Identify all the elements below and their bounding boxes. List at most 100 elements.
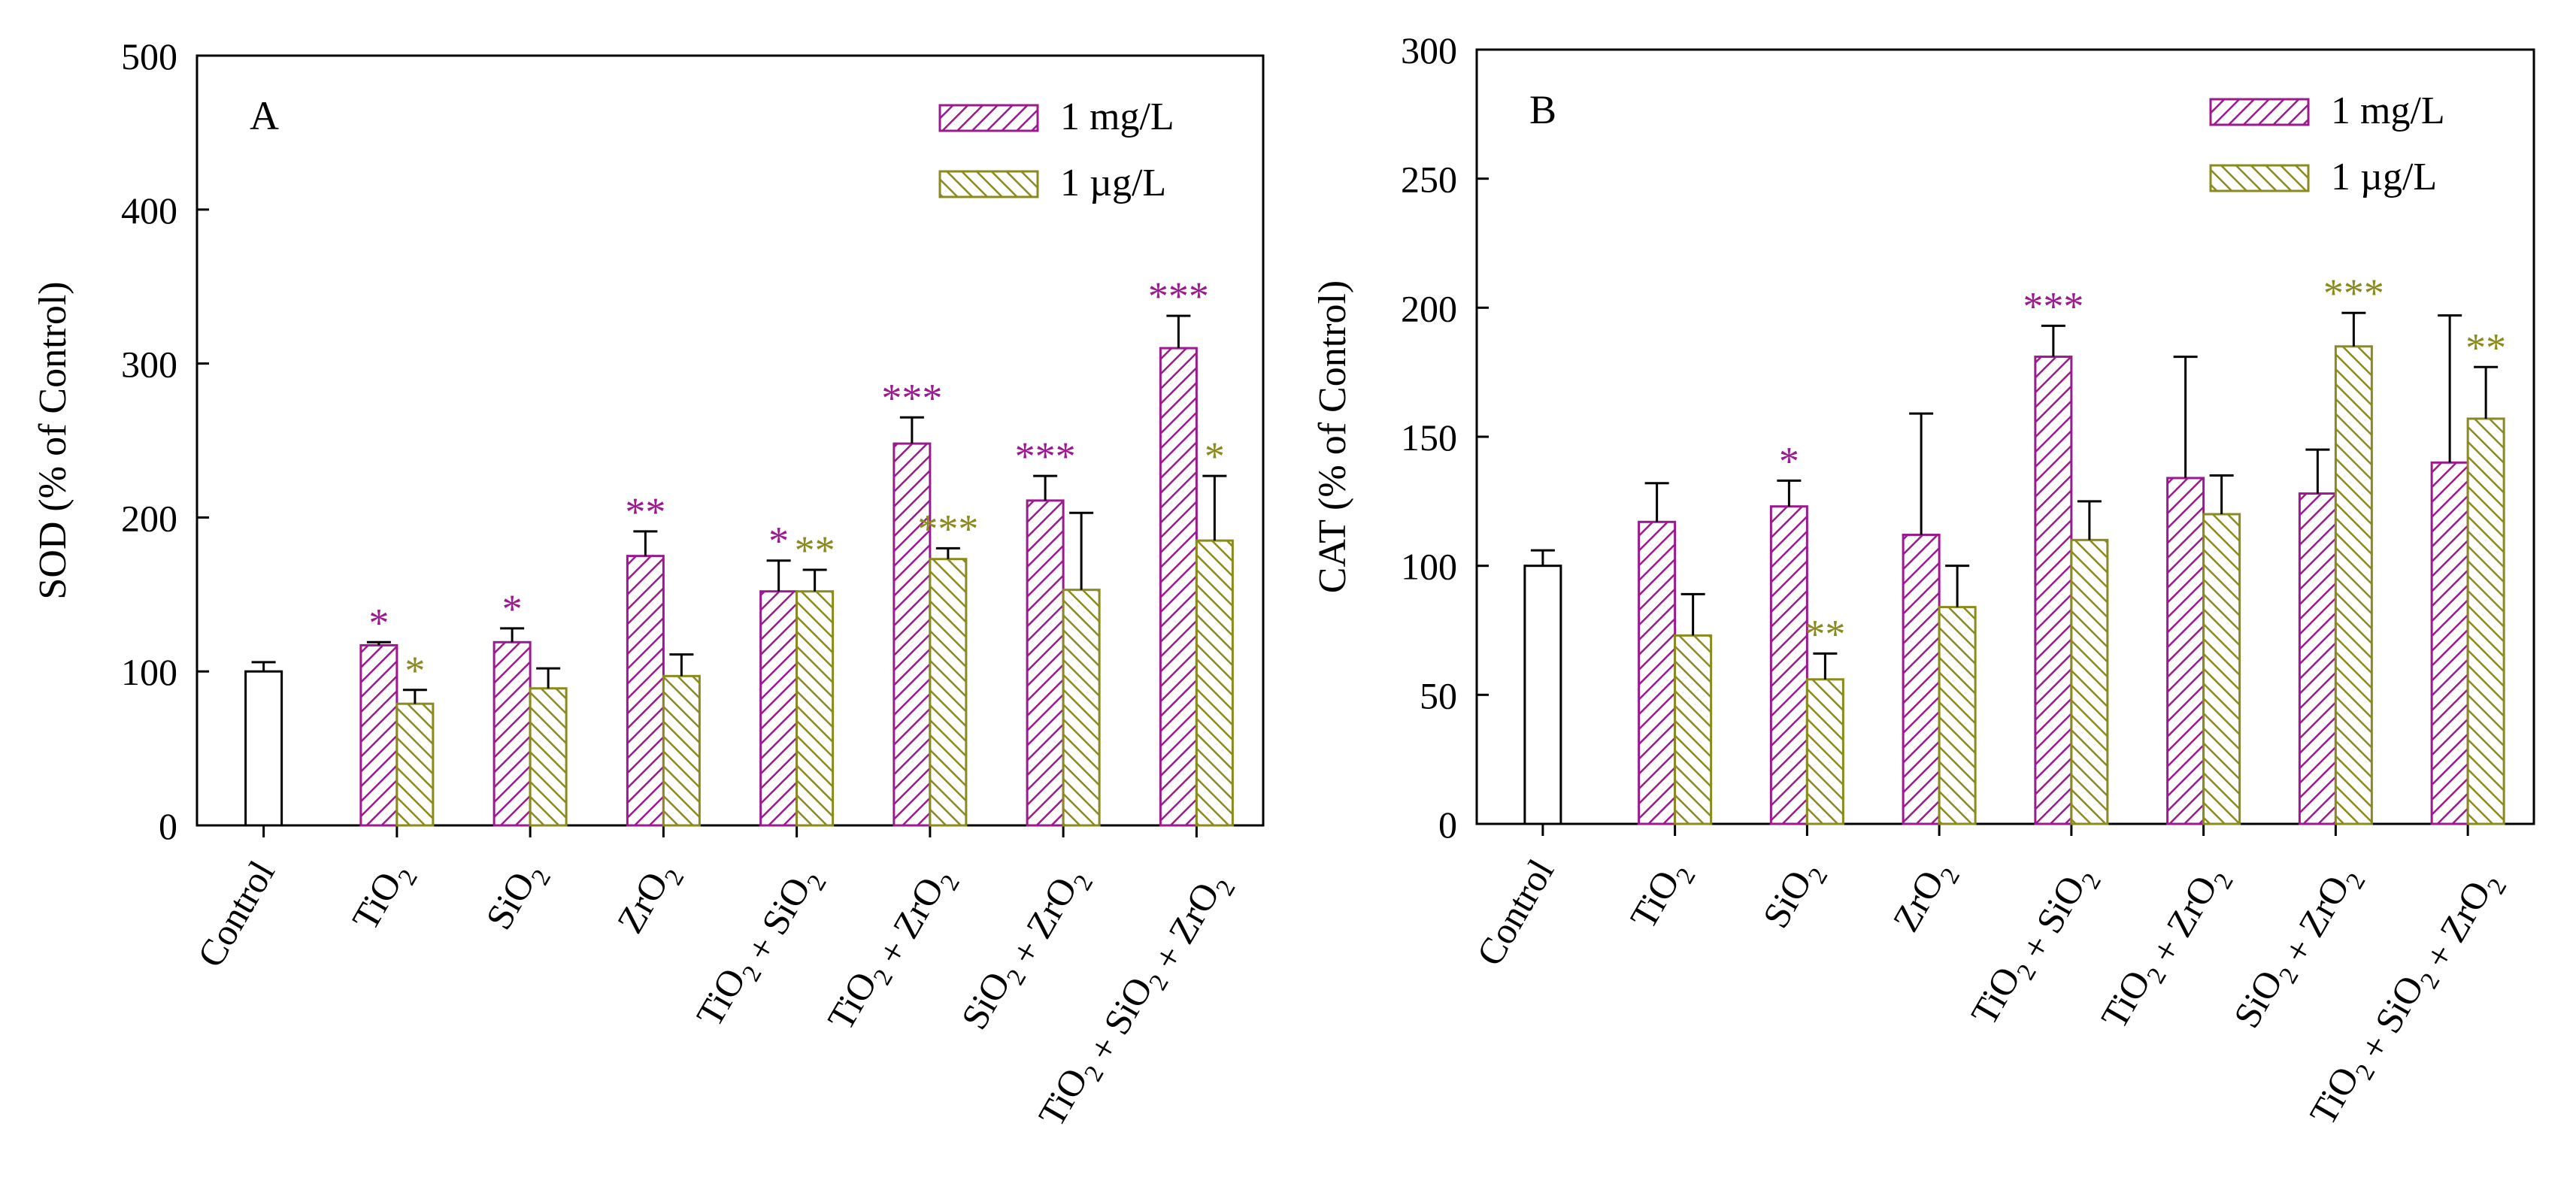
label-text: + SiO bbox=[733, 870, 819, 976]
x-tick-label: TiO2 bbox=[1622, 852, 1702, 940]
significance-marker: *** bbox=[917, 506, 978, 551]
x-tick-label: ZrO2 bbox=[608, 854, 689, 944]
bar-mg-6 bbox=[1026, 499, 1065, 827]
y-tick-label: 0 bbox=[1438, 804, 1457, 846]
panel-sod: 0 100 200 300 400 500 SOD (% of Control) A Contr… bbox=[32, 35, 1265, 1134]
y-tick-label: 300 bbox=[121, 344, 177, 386]
bar-mg-7 bbox=[1159, 347, 1198, 827]
bar-ug-6 bbox=[1062, 589, 1101, 827]
bar-mg-5 bbox=[893, 442, 932, 827]
significance-marker: * bbox=[768, 519, 789, 564]
bar-ug-2 bbox=[1805, 678, 1844, 825]
plot-frame bbox=[195, 54, 1265, 827]
bar-mg-2 bbox=[492, 640, 532, 827]
x-tick-label: SiO2 bbox=[477, 854, 556, 941]
significance-marker: ** bbox=[625, 489, 665, 534]
label-text: + SiO bbox=[1075, 970, 1161, 1076]
bar-mg-3 bbox=[626, 555, 665, 827]
bar-ug-4 bbox=[2070, 538, 2109, 825]
bar-mg-7 bbox=[2430, 461, 2469, 825]
x-tick-label: TiO2 + ZrO2 bbox=[819, 854, 965, 1046]
significance-marker: ** bbox=[2465, 325, 2506, 370]
label-text: + ZrO bbox=[1140, 875, 1228, 985]
panel-cat: 0 50 100 150 200 250 300 CAT (% of Control) B Con… bbox=[1311, 29, 2535, 1132]
x-tick-label: SiO2 bbox=[1754, 852, 1833, 940]
x-tick-label: TiO2 + SiO2 bbox=[1962, 852, 2107, 1042]
bar-ug-7 bbox=[2466, 417, 2505, 825]
label-text: + ZrO bbox=[2138, 868, 2226, 978]
x-tick-label: SiO2 + ZrO2 bbox=[2225, 852, 2371, 1045]
bar-ug-5 bbox=[2202, 513, 2241, 825]
bar-ug-4 bbox=[796, 590, 835, 827]
significance-marker: * bbox=[405, 648, 425, 693]
label-text: + SiO bbox=[2347, 968, 2432, 1074]
label-text: + SiO bbox=[2008, 868, 2093, 974]
x-tick-label: Control bbox=[189, 854, 283, 974]
bar-mg-4 bbox=[759, 590, 799, 827]
legend-label: 1 mg/L bbox=[1060, 95, 1174, 138]
x-tick-label: Control bbox=[1468, 852, 1562, 973]
x-tick-label: TiO2 + SiO2 bbox=[688, 854, 832, 1043]
legend-swatch-mg bbox=[938, 104, 1039, 132]
legend-label: 1 mg/L bbox=[2331, 89, 2445, 132]
label-text: Control bbox=[189, 854, 283, 974]
bar-mg-1 bbox=[359, 643, 399, 827]
bar-ug-1 bbox=[1674, 634, 1713, 825]
significance-marker: *** bbox=[1015, 434, 1076, 479]
x-tick-label: TiO2 bbox=[344, 854, 423, 941]
y-tick-label: 200 bbox=[1401, 287, 1457, 329]
bar-ug-7 bbox=[1195, 539, 1234, 827]
significance-marker: * bbox=[502, 586, 523, 631]
significance-marker: *** bbox=[2323, 271, 2384, 316]
bar-mg-2 bbox=[1769, 505, 1808, 825]
panel-label: A bbox=[250, 93, 279, 138]
label-text: Control bbox=[1468, 852, 1562, 973]
label-text: + ZrO bbox=[864, 870, 952, 979]
significance-marker: ** bbox=[795, 528, 835, 573]
bar-ug-1 bbox=[395, 702, 435, 827]
bar-mg-1 bbox=[1638, 520, 1677, 825]
y-tick-label: 300 bbox=[1401, 29, 1457, 71]
significance-marker: * bbox=[1779, 438, 1799, 483]
bar-ug-2 bbox=[529, 687, 568, 827]
y-axis-label: SOD (% of Control) bbox=[32, 281, 74, 599]
control-bar bbox=[1523, 565, 1562, 825]
bar-ug-6 bbox=[2334, 345, 2373, 825]
bar-mg-3 bbox=[1902, 533, 1941, 825]
label-text: + ZrO bbox=[2411, 873, 2499, 983]
significance-marker: * bbox=[368, 600, 389, 645]
y-tick-label: 0 bbox=[159, 805, 177, 847]
panel-label: B bbox=[1529, 87, 1556, 132]
y-axis-label: CAT (% of Control) bbox=[1311, 280, 1354, 593]
y-tick-label: 500 bbox=[121, 35, 177, 77]
bar-mg-4 bbox=[2034, 356, 2073, 825]
significance-marker: *** bbox=[881, 375, 942, 420]
y-tick-label: 50 bbox=[1420, 674, 1457, 716]
bar-mg-5 bbox=[2166, 477, 2205, 825]
label-text: + ZrO bbox=[998, 870, 1086, 979]
y-tick-label: 250 bbox=[1401, 159, 1457, 201]
x-tick-label: TiO2 + ZrO2 bbox=[2093, 852, 2239, 1045]
label-text: + ZrO bbox=[2270, 868, 2358, 978]
control-bar bbox=[244, 670, 283, 827]
bar-ug-3 bbox=[1938, 606, 1977, 825]
significance-marker: ** bbox=[1805, 611, 1845, 656]
y-tick-label: 100 bbox=[121, 651, 177, 693]
legend-swatch-ug bbox=[2209, 164, 2310, 192]
bar-ug-5 bbox=[929, 558, 968, 827]
y-tick-label: 100 bbox=[1401, 546, 1457, 588]
x-tick-label: SiO2 + ZrO2 bbox=[953, 854, 1099, 1046]
significance-marker: * bbox=[1205, 434, 1225, 479]
legend-swatch-mg bbox=[2209, 98, 2310, 126]
bar-mg-6 bbox=[2298, 492, 2337, 825]
legend-label: 1 µg/L bbox=[2331, 156, 2437, 198]
y-tick-label: 200 bbox=[121, 497, 177, 539]
significance-marker: *** bbox=[1148, 274, 1209, 319]
legend-swatch-ug bbox=[938, 170, 1039, 198]
bar-ug-3 bbox=[662, 674, 701, 827]
y-tick-label: 150 bbox=[1401, 416, 1457, 459]
y-tick-label: 400 bbox=[121, 189, 177, 232]
x-tick-label: ZrO2 bbox=[1884, 852, 1965, 943]
significance-marker: *** bbox=[2023, 283, 2084, 329]
